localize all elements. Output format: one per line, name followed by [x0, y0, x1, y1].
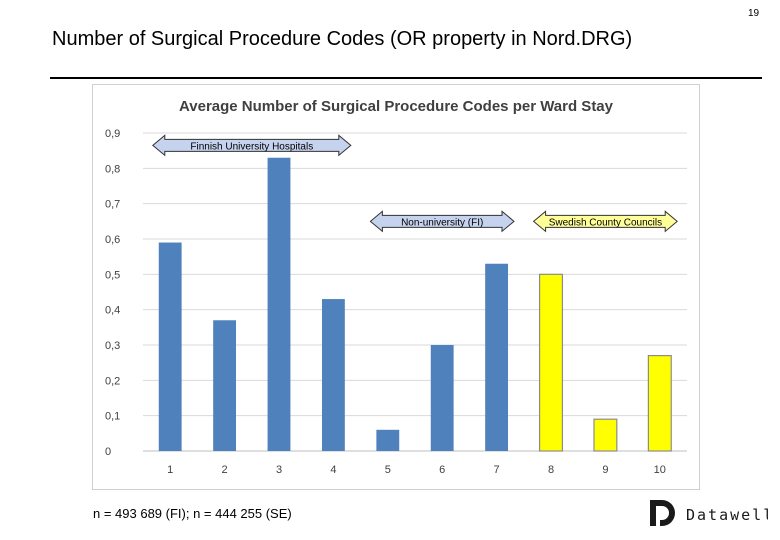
y-tick-label: 0 [105, 446, 111, 458]
range-arrow [369, 210, 515, 233]
title-divider [50, 77, 762, 79]
y-tick-label: 0,3 [105, 340, 120, 352]
x-tick-label: 10 [654, 464, 666, 476]
bar [430, 345, 454, 451]
y-tick-label: 0,8 [105, 163, 120, 175]
range-arrow [532, 210, 678, 233]
datawell-logo: Datawell [648, 498, 772, 535]
y-tick-label: 0,7 [105, 199, 120, 211]
x-tick-label: 2 [222, 464, 228, 476]
x-tick-label: 8 [548, 464, 554, 476]
datawell-d-icon [650, 500, 675, 527]
slide-title: Number of Surgical Procedure Codes (OR p… [52, 28, 633, 50]
bar [485, 263, 509, 451]
x-tick-label: 5 [385, 464, 391, 476]
page-number: 19 [748, 8, 760, 19]
x-tick-label: 1 [167, 464, 173, 476]
y-tick-label: 0,1 [105, 411, 120, 423]
y-tick-label: 0,5 [105, 269, 120, 281]
x-tick-label: 7 [494, 464, 500, 476]
bar [647, 355, 672, 452]
range-arrow-label: Finnish University Hospitals [190, 141, 313, 152]
bar [267, 157, 291, 451]
bar [593, 418, 618, 452]
bar [321, 299, 345, 451]
y-tick-label: 0,4 [105, 305, 120, 317]
y-tick-label: 0,6 [105, 234, 120, 246]
sample-size-note: n = 493 689 (FI); n = 444 255 (SE) [93, 506, 292, 521]
x-tick-label: 4 [330, 464, 336, 476]
chart-title: Average Number of Surgical Procedure Cod… [179, 98, 614, 115]
bar [213, 320, 237, 451]
bar [158, 242, 182, 451]
chart-frame: Average Number of Surgical Procedure Cod… [92, 84, 700, 490]
range-arrow-label: Swedish County Councils [549, 217, 662, 228]
y-tick-label: 0,9 [105, 128, 120, 140]
bar [538, 273, 564, 452]
x-tick-label: 9 [602, 464, 608, 476]
logo-text: Datawell [686, 506, 768, 524]
range-arrow [152, 134, 352, 157]
bar-chart: Average Number of Surgical Procedure Cod… [105, 98, 687, 476]
x-tick-label: 6 [439, 464, 445, 476]
x-tick-label: 3 [276, 464, 282, 476]
range-arrow-label: Non-university (FI) [401, 217, 483, 228]
y-tick-label: 0,2 [105, 375, 120, 387]
bar [376, 429, 400, 451]
